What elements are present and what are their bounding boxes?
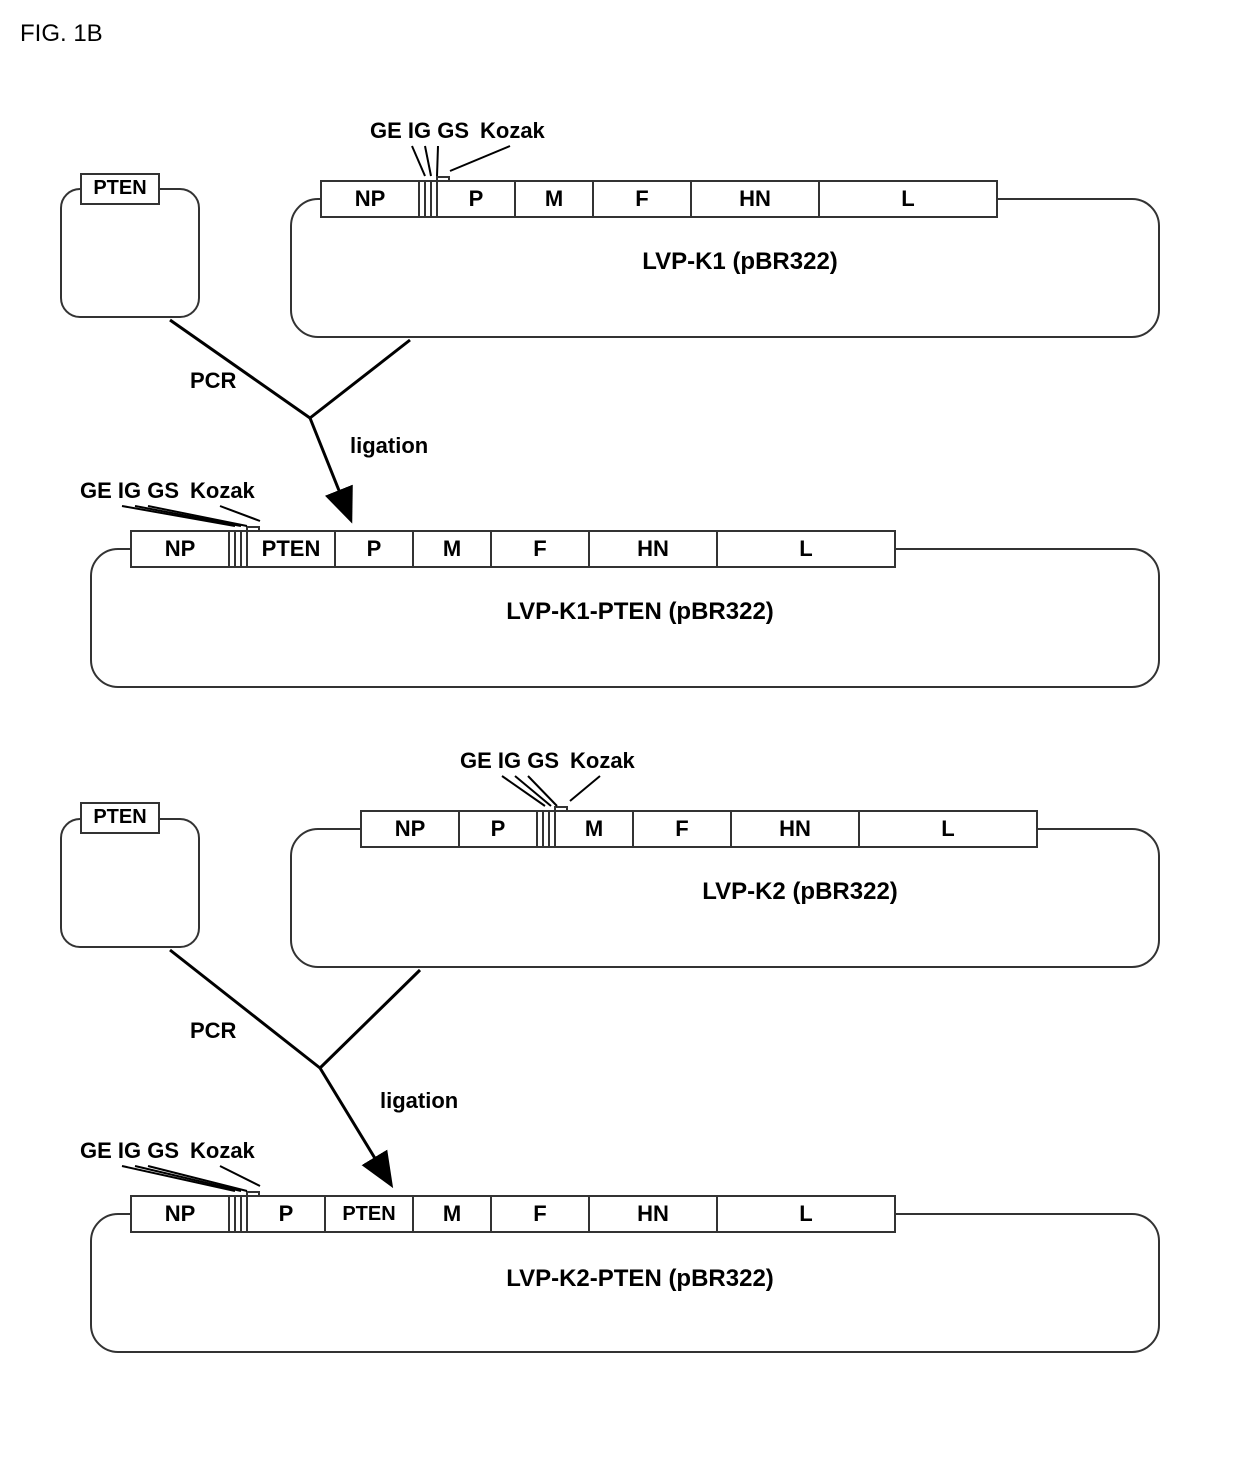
anno-geiggs-k2r: GE IG GS <box>80 1138 179 1164</box>
gene-hn: HN <box>588 530 718 568</box>
gene-p: P <box>436 180 516 218</box>
gene-np: NP <box>130 530 230 568</box>
ge-ig-gs-k1 <box>418 180 436 218</box>
ge-ig-gs-k1r <box>228 530 246 568</box>
gene-f: F <box>490 1195 590 1233</box>
gene-pten: PTEN <box>324 1195 414 1233</box>
ligation-label-k2: ligation <box>380 1088 458 1114</box>
gene-l: L <box>716 530 896 568</box>
anno-geiggs-k1: GE IG GS <box>370 118 469 144</box>
gene-pten: PTEN <box>246 530 336 568</box>
gene-p: P <box>334 530 414 568</box>
gene-hn: HN <box>730 810 860 848</box>
gene-f: F <box>592 180 692 218</box>
gene-strip-k1-pten: NP PTEN P M F HN L <box>130 530 894 568</box>
gene-m: M <box>412 530 492 568</box>
pcr-label-k1: PCR <box>190 368 236 394</box>
lvp-k1-name: LVP-K1 (pBR322) <box>570 248 910 276</box>
gene-p: P <box>246 1195 326 1233</box>
gene-p: P <box>458 810 538 848</box>
pten-box-k1: PTEN <box>80 173 160 205</box>
lvp-k2-pten-name: LVP-K2-PTEN (pBR322) <box>440 1265 840 1293</box>
gene-m-label: M <box>585 816 603 842</box>
anno-kozak-k1r: Kozak <box>190 478 255 504</box>
gene-np: NP <box>130 1195 230 1233</box>
ge-ig-gs-k2 <box>536 810 554 848</box>
gene-l: L <box>716 1195 896 1233</box>
pten-box-k2: PTEN <box>80 802 160 834</box>
lvp-k1-pten-name: LVP-K1-PTEN (pBR322) <box>440 598 840 626</box>
anno-kozak-k1: Kozak <box>480 118 545 144</box>
pcr-label-k2: PCR <box>190 1018 236 1044</box>
pten-plasmid-k2 <box>60 818 200 948</box>
gene-strip-k1: NP P M F HN L <box>320 180 996 218</box>
kozak-tick <box>246 1191 260 1197</box>
gene-pten-label: PTEN <box>262 536 321 562</box>
gene-l: L <box>818 180 998 218</box>
gene-m: M <box>412 1195 492 1233</box>
gene-p-label: P <box>279 1201 294 1227</box>
gene-m: M <box>554 810 634 848</box>
gene-f: F <box>490 530 590 568</box>
ligation-label-k1: ligation <box>350 433 428 459</box>
gene-strip-k2-pten: NP P PTEN M F HN L <box>130 1195 894 1233</box>
gene-np: NP <box>360 810 460 848</box>
lvp-k2-name: LVP-K2 (pBR322) <box>630 878 970 906</box>
gene-m: M <box>514 180 594 218</box>
gene-hn: HN <box>588 1195 718 1233</box>
gene-p-label: P <box>469 186 484 212</box>
kozak-tick <box>554 806 568 812</box>
anno-geiggs-k2: GE IG GS <box>460 748 559 774</box>
gene-strip-k2: NP P M F HN L <box>360 810 1036 848</box>
gene-hn: HN <box>690 180 820 218</box>
anno-kozak-k2r: Kozak <box>190 1138 255 1164</box>
anno-kozak-k2: Kozak <box>570 748 635 774</box>
kozak-tick <box>436 176 450 182</box>
gene-f: F <box>632 810 732 848</box>
figure-label: FIG. 1B <box>20 20 1220 48</box>
gene-np: NP <box>320 180 420 218</box>
ge-ig-gs-k2r <box>228 1195 246 1233</box>
pten-plasmid-k1 <box>60 188 200 318</box>
kozak-tick <box>246 526 260 532</box>
anno-geiggs-k1r: GE IG GS <box>80 478 179 504</box>
gene-l: L <box>858 810 1038 848</box>
diagram-container: PTEN LVP-K1 (pBR322) NP P M F HN L GE IG… <box>20 58 1220 1458</box>
